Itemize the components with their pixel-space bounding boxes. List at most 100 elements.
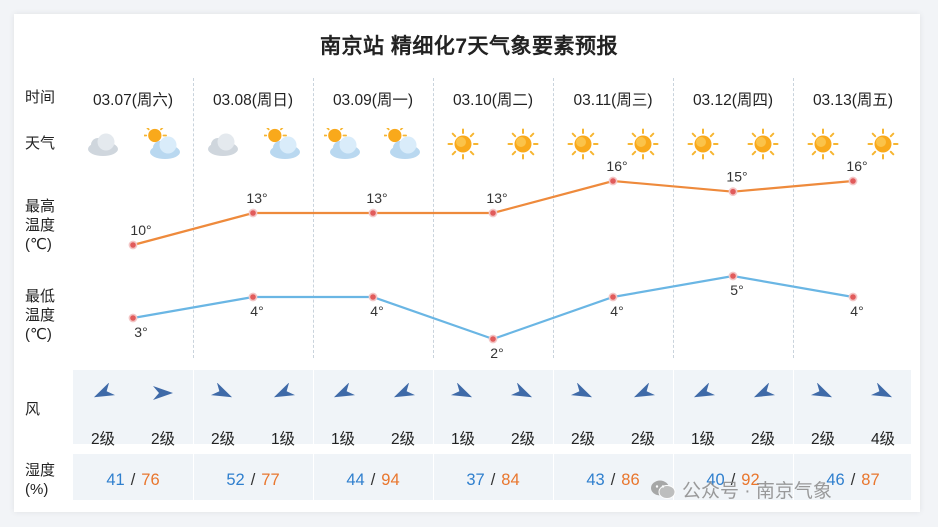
band-separator xyxy=(553,454,554,500)
humidity-high: 94 xyxy=(381,471,400,489)
min-temp-point xyxy=(488,334,498,344)
wind-level: 1级 xyxy=(690,431,716,448)
band-separator xyxy=(433,370,434,444)
humidity-low: 46 xyxy=(826,471,845,489)
humidity-value: 41 / 76 xyxy=(73,471,193,490)
wind-level: 1级 xyxy=(330,431,356,448)
wind-arrow-nw-icon xyxy=(450,383,473,398)
min-temp-label: 3° xyxy=(134,324,147,340)
humidity-high: 76 xyxy=(141,471,160,489)
sunny-icon xyxy=(807,128,839,160)
sunny-icon xyxy=(867,128,899,160)
humidity-low: 41 xyxy=(106,471,125,489)
min-temp-label: 2° xyxy=(490,345,503,361)
partly-cloudy-icon xyxy=(384,128,420,159)
wind-level: 2级 xyxy=(510,431,536,448)
max-temp-label: 13° xyxy=(486,190,507,206)
band-separator xyxy=(433,454,434,500)
wind-arrow-nw-icon xyxy=(510,383,533,398)
humidity-low: 44 xyxy=(346,471,365,489)
humidity-high: 84 xyxy=(501,471,520,489)
band-separator xyxy=(553,370,554,444)
wind-arrow-ne-icon xyxy=(693,383,716,398)
sun-shape xyxy=(447,128,479,160)
humidity-band xyxy=(73,454,911,500)
band-separator xyxy=(793,370,794,444)
wind-level: 2级 xyxy=(570,431,596,448)
max-temp-label: 15° xyxy=(726,169,747,185)
row-label-min-temp: 最低 温度 (℃) xyxy=(25,288,56,343)
humidity-low: 37 xyxy=(466,471,485,489)
humidity-separator: / xyxy=(370,471,376,489)
band-separator xyxy=(673,370,674,444)
humidity-value: 44 / 94 xyxy=(313,471,433,490)
wind-level: 1级 xyxy=(450,431,476,448)
min-temp-point xyxy=(248,292,258,302)
column-separator xyxy=(433,78,434,358)
band-separator xyxy=(193,454,194,500)
humidity-separator: / xyxy=(250,471,256,489)
column-separator xyxy=(553,78,554,358)
wind-arrow-nw-icon xyxy=(570,383,593,398)
wind-arrow-e-icon xyxy=(153,386,173,400)
page-title: 南京站 精细化7天气象要素预报 xyxy=(319,35,618,58)
humidity-separator: / xyxy=(730,471,736,489)
humidity-separator: / xyxy=(490,471,496,489)
wind-level: 2级 xyxy=(750,431,776,448)
date-label: 03.12(周四) xyxy=(692,92,774,109)
column-separator xyxy=(793,78,794,358)
sun-shape xyxy=(867,128,899,160)
max-temp-point xyxy=(368,208,378,218)
humidity-high: 92 xyxy=(741,471,760,489)
wind-level: 2级 xyxy=(630,431,656,448)
max-temp-point xyxy=(248,208,258,218)
wind-level: 2级 xyxy=(810,431,836,448)
humidity-separator: / xyxy=(130,471,136,489)
row-label-weather: 天气 xyxy=(25,135,56,152)
humidity-value: 37 / 84 xyxy=(433,471,553,490)
min-temp-label: 5° xyxy=(730,282,743,298)
min-temp-point xyxy=(728,271,738,281)
humidity-high: 77 xyxy=(261,471,280,489)
humidity-value: 52 / 77 xyxy=(193,471,313,490)
min-temp-point xyxy=(128,313,138,323)
wind-band xyxy=(73,370,911,444)
watermark-text: 公众号 · 南京气象 xyxy=(682,481,832,502)
date-label: 03.10(周二) xyxy=(452,92,534,109)
min-temp-label: 4° xyxy=(250,303,263,319)
row-label-wind: 风 xyxy=(25,401,41,418)
max-temp-point xyxy=(488,208,498,218)
wechat-icon xyxy=(651,480,676,499)
humidity-low: 40 xyxy=(706,471,725,489)
date-label: 03.08(周日) xyxy=(212,92,294,109)
band-separator xyxy=(673,454,674,500)
wind-level: 2级 xyxy=(210,431,236,448)
wind-level: 4级 xyxy=(870,431,896,448)
column-separator xyxy=(193,78,194,358)
max-temp-label: 13° xyxy=(246,190,267,206)
partly-cloudy-icon xyxy=(264,128,300,159)
column-separator xyxy=(673,78,674,358)
max-temp-label: 16° xyxy=(606,158,627,174)
wind-arrow-ne-icon xyxy=(753,383,776,398)
humidity-separator: / xyxy=(850,471,856,489)
sun-shape xyxy=(807,128,839,160)
wind-arrow-nw-icon xyxy=(810,383,833,398)
humidity-value: 46 / 87 xyxy=(793,471,913,490)
wind-level: 2级 xyxy=(90,431,116,448)
min-temp-label: 4° xyxy=(850,303,863,319)
max-temp-label: 16° xyxy=(846,158,867,174)
sun-shape xyxy=(627,128,659,160)
max-temp-point xyxy=(608,176,618,186)
band-separator xyxy=(313,454,314,500)
min-temp-label: 4° xyxy=(610,303,623,319)
max-temp-point xyxy=(128,240,138,250)
min-temp-line xyxy=(132,274,854,341)
humidity-value: 40 / 92 xyxy=(673,471,793,490)
row-label-humidity: 湿度 (%) xyxy=(25,462,56,498)
date-label: 03.07(周六) xyxy=(92,92,174,109)
band-separator xyxy=(793,454,794,500)
humidity-low: 52 xyxy=(226,471,245,489)
sunny-icon xyxy=(507,128,539,160)
